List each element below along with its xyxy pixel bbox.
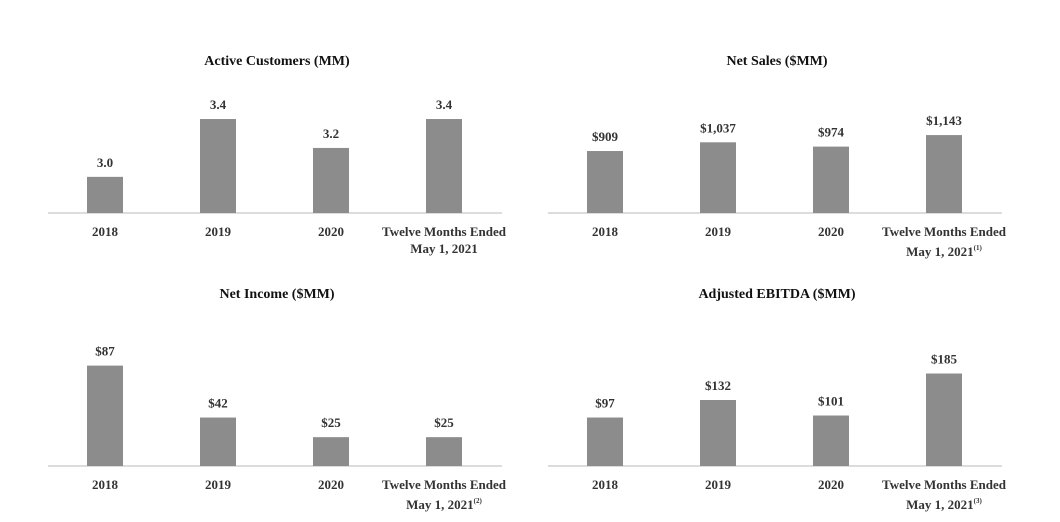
- value-label: $1,143: [926, 113, 962, 128]
- value-label: $132: [705, 378, 731, 393]
- bar: [587, 151, 623, 213]
- value-label: 3.4: [210, 97, 227, 112]
- x-tick-label: 2020: [769, 476, 893, 493]
- category-text: 2020: [318, 477, 344, 492]
- x-tick-label: 2018: [543, 223, 667, 240]
- x-tick-label: 2019: [656, 476, 780, 493]
- chart-title: Adjusted EBITDA ($MM): [698, 287, 855, 302]
- value-label: $909: [592, 129, 619, 144]
- bar: [200, 417, 236, 466]
- category-text: Twelve Months Ended May 1, 2021: [882, 224, 1006, 259]
- x-tick-label: Twelve Months Ended May 1, 2021: [382, 223, 506, 257]
- category-text: Twelve Months Ended May 1, 2021: [382, 477, 506, 512]
- bar: [813, 415, 849, 466]
- x-tick-label: 2018: [43, 223, 167, 240]
- value-label: $87: [95, 344, 115, 359]
- category-text: 2018: [92, 224, 118, 239]
- value-label: $42: [208, 396, 228, 411]
- category-text: 2019: [205, 477, 231, 492]
- category-text: Twelve Months Ended May 1, 2021: [382, 224, 506, 256]
- value-label: $101: [818, 393, 844, 408]
- category-text: 2020: [818, 224, 844, 239]
- bar: [700, 400, 736, 466]
- chart-title: Active Customers (MM): [204, 54, 350, 69]
- category-text: 2019: [205, 224, 231, 239]
- value-label: 3.4: [436, 97, 453, 112]
- bar: [87, 365, 123, 466]
- x-tick-label: 2019: [156, 476, 280, 493]
- bar: [813, 146, 849, 213]
- bar: [426, 437, 462, 466]
- x-tick-label: 2018: [543, 476, 667, 493]
- bar: [587, 417, 623, 466]
- value-label: $185: [931, 351, 958, 366]
- category-text: 2020: [818, 477, 844, 492]
- value-label: 3.2: [323, 126, 339, 141]
- x-tick-label: 2019: [156, 223, 280, 240]
- x-tick-label: Twelve Months Ended May 1, 2021(3): [882, 476, 1006, 513]
- category-text: Twelve Months Ended May 1, 2021: [882, 477, 1006, 512]
- value-label: $97: [595, 395, 615, 410]
- x-tick-label: Twelve Months Ended May 1, 2021(2): [382, 476, 506, 513]
- category-text: 2018: [592, 477, 618, 492]
- footnote-marker: (3): [973, 497, 982, 505]
- footnote-marker: (1): [973, 244, 982, 252]
- value-label: $25: [321, 415, 341, 430]
- x-tick-label: 2018: [43, 476, 167, 493]
- category-text: 2020: [318, 224, 344, 239]
- bar: [926, 135, 962, 213]
- x-tick-label: 2019: [656, 223, 780, 240]
- value-label: $974: [818, 125, 845, 140]
- bar: [700, 142, 736, 213]
- x-tick-label: 2020: [769, 223, 893, 240]
- x-tick-label: 2020: [269, 223, 393, 240]
- chart-title: Net Sales ($MM): [726, 54, 827, 69]
- value-label: 3.0: [97, 155, 113, 170]
- value-label: $25: [434, 415, 454, 430]
- bar: [426, 119, 462, 213]
- bar: [313, 437, 349, 466]
- x-tick-label: Twelve Months Ended May 1, 2021(1): [882, 223, 1006, 260]
- footnote-marker: (2): [473, 497, 482, 505]
- bar: [926, 373, 962, 466]
- category-text: 2019: [705, 477, 731, 492]
- chart-title: Net Income ($MM): [219, 287, 334, 302]
- x-tick-label: 2020: [269, 476, 393, 493]
- category-text: 2018: [592, 224, 618, 239]
- category-text: 2018: [92, 477, 118, 492]
- bar: [200, 119, 236, 213]
- value-label: $1,037: [700, 120, 736, 135]
- category-text: 2019: [705, 224, 731, 239]
- bar: [87, 176, 123, 213]
- bar: [313, 147, 349, 213]
